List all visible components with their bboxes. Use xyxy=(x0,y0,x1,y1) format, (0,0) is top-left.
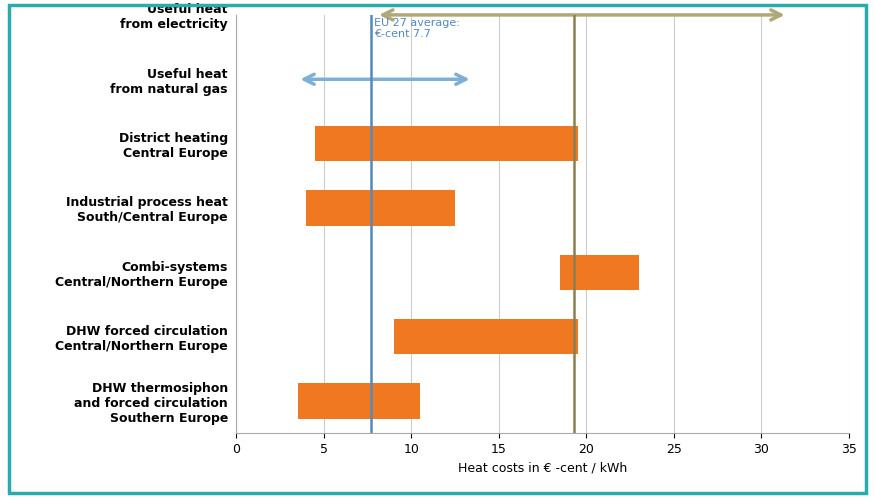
X-axis label: Heat costs in € -cent / kWh: Heat costs in € -cent / kWh xyxy=(458,462,627,475)
Bar xyxy=(560,254,639,290)
Bar xyxy=(306,190,455,226)
Bar xyxy=(394,319,578,354)
Bar xyxy=(298,383,420,419)
Bar xyxy=(315,126,578,161)
Text: EU 27 average:
€-cent 7.7: EU 27 average: €-cent 7.7 xyxy=(374,18,460,39)
